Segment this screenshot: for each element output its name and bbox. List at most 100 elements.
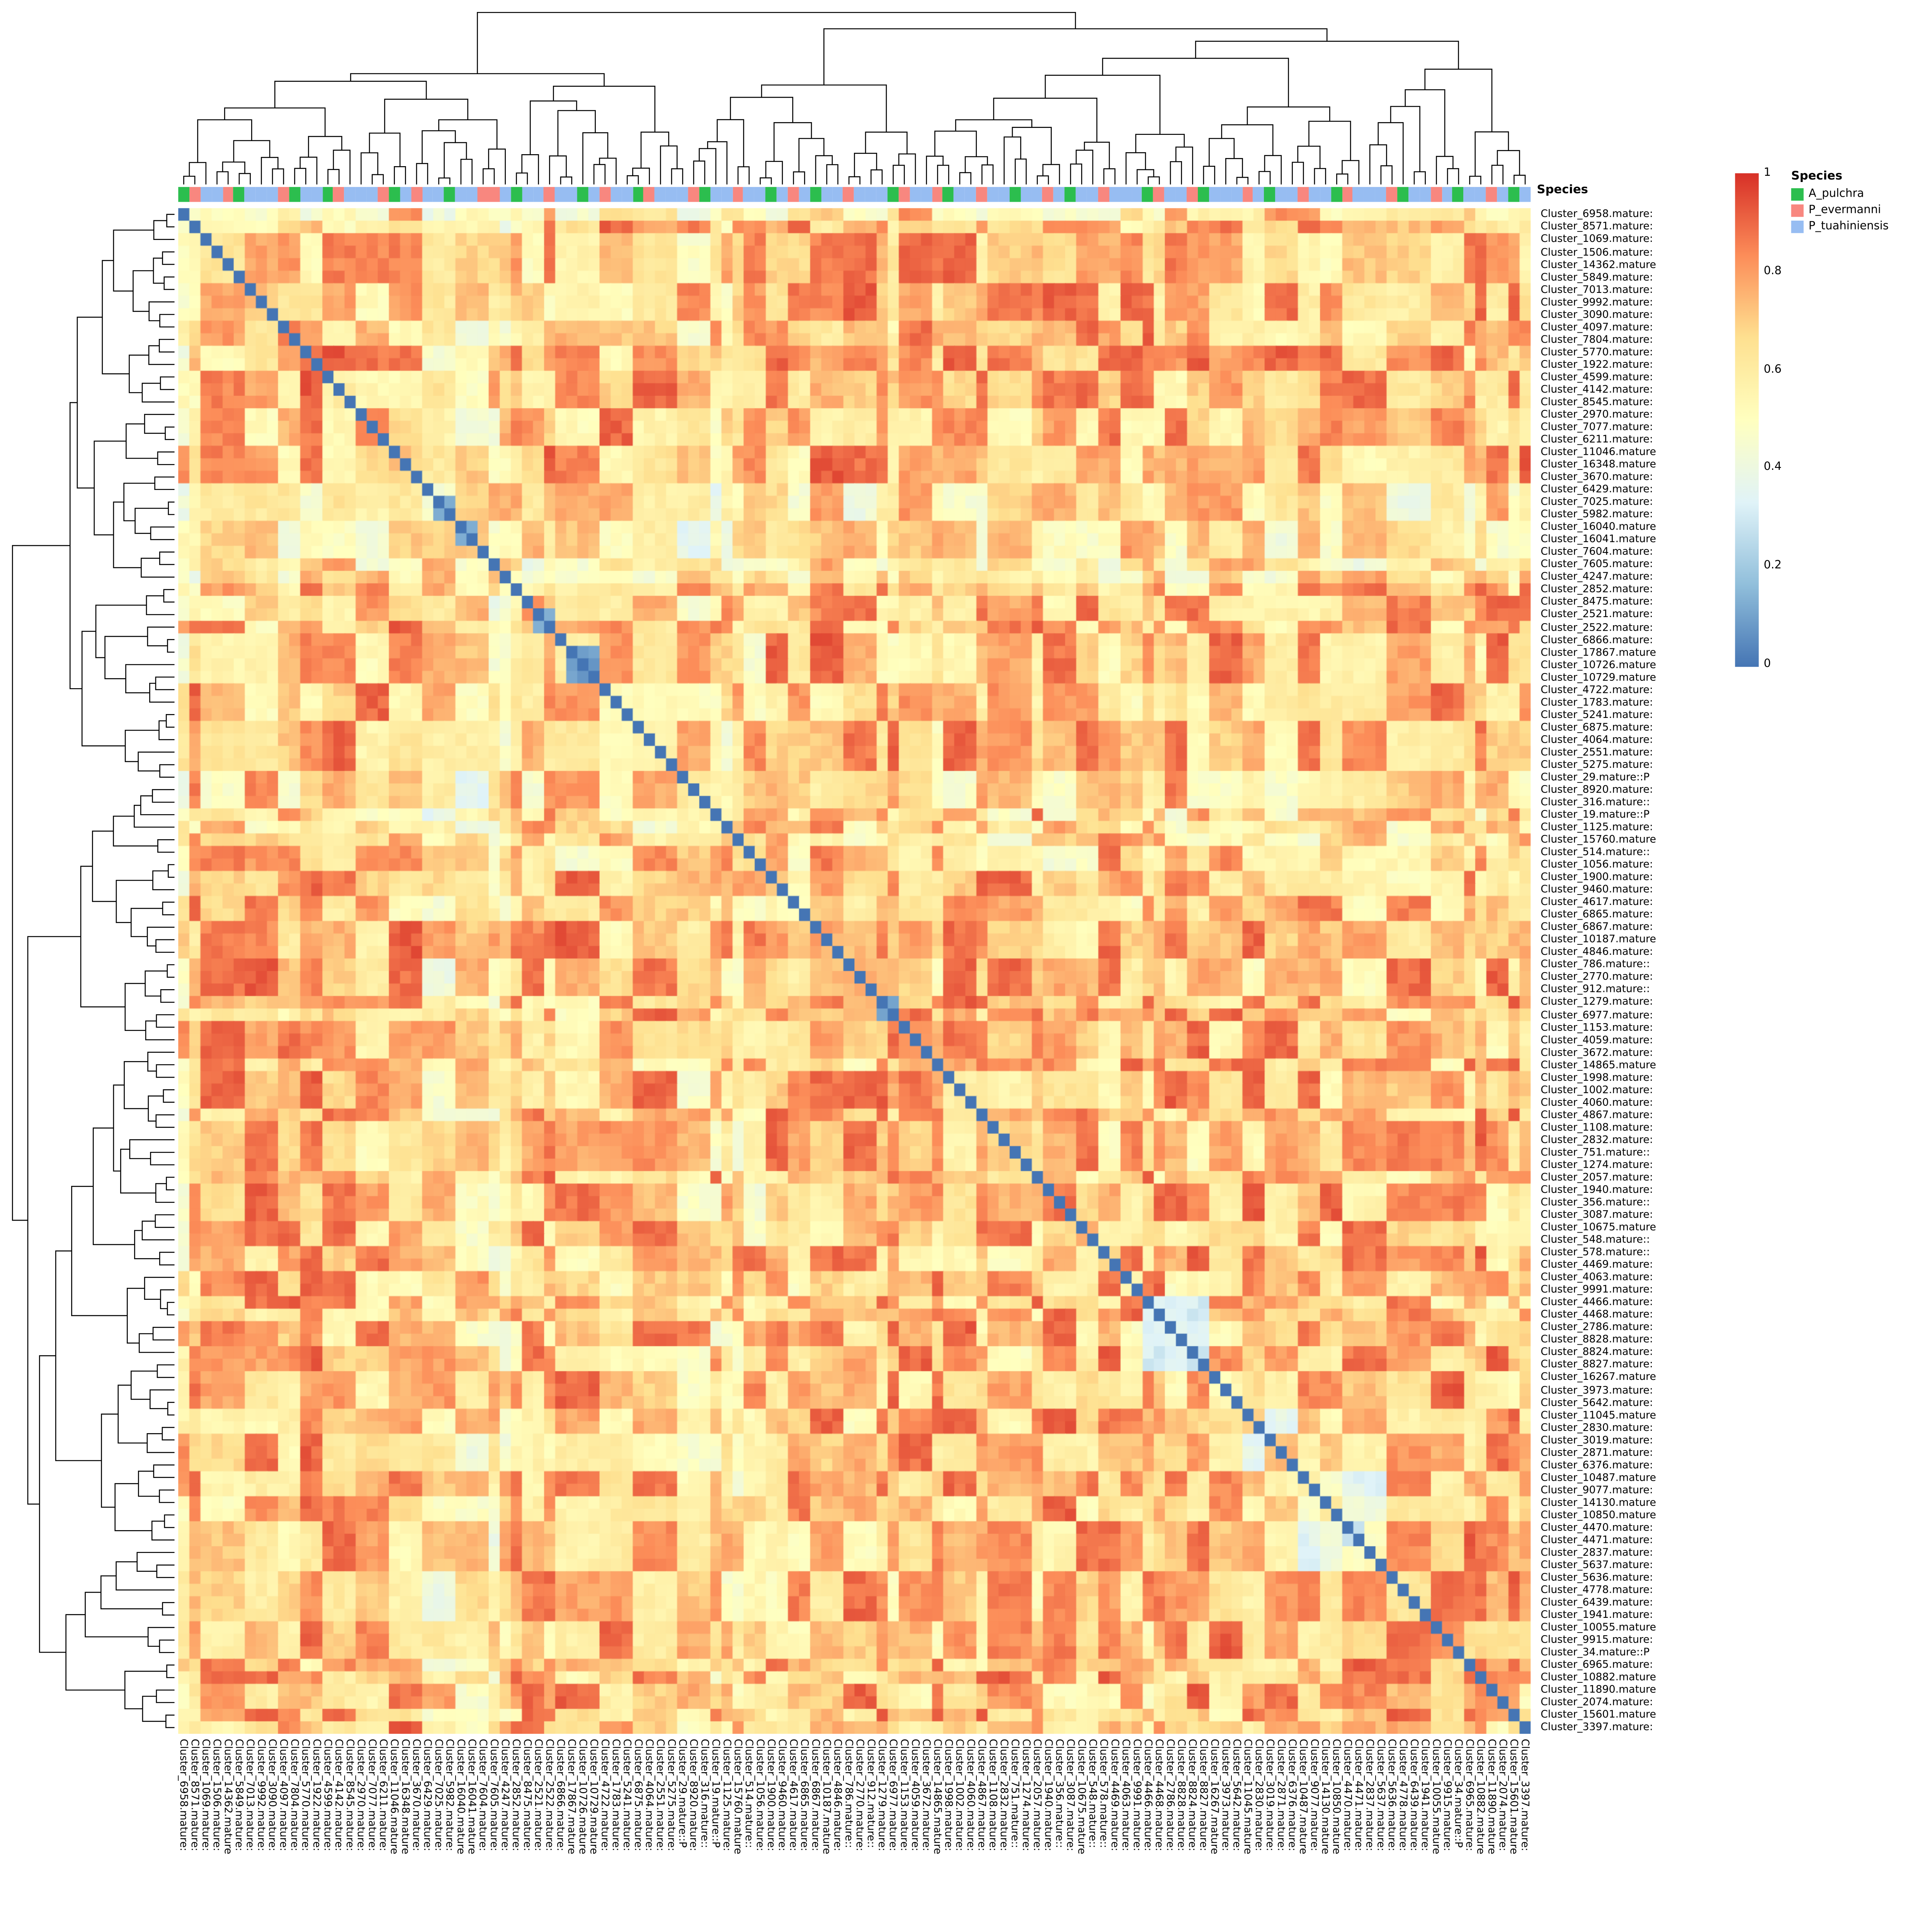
species-annotation-cell [1386, 187, 1398, 202]
row-label: Cluster_7605.mature: [1541, 557, 1653, 570]
species-annotation-cell [1164, 187, 1176, 202]
row-label: Cluster_7025.mature: [1541, 495, 1653, 508]
col-label: Cluster_1940.mature: [1043, 1738, 1055, 1851]
col-label: Cluster_15760.mature [732, 1738, 745, 1854]
species-annotation-cell [799, 187, 810, 202]
col-label: Cluster_1108.mature: [987, 1738, 1000, 1851]
col-label: Cluster_4063.mature: [1120, 1738, 1133, 1851]
row-label: Cluster_1056.mature: [1541, 857, 1653, 870]
row-label: Cluster_6211.mature: [1541, 432, 1653, 445]
row-label: Cluster_4469.mature: [1541, 1258, 1653, 1270]
species-legend-label: A_pulchra [1808, 188, 1864, 201]
species-annotation-cell [1264, 187, 1276, 202]
row-label: Cluster_3087.mature: [1541, 1208, 1653, 1221]
species-annotation-cell [322, 187, 333, 202]
row-label: Cluster_1279.mature: [1541, 995, 1653, 1008]
row-label: Cluster_2786.mature: [1541, 1320, 1653, 1333]
row-label: Cluster_4060.mature: [1541, 1095, 1653, 1108]
col-label: Cluster_1900.mature: [765, 1738, 778, 1851]
row-label: Cluster_4059.mature: [1541, 1032, 1653, 1046]
species-annotation-cell [976, 187, 987, 202]
species-annotation-cell [1197, 187, 1209, 202]
col-label: Cluster_7804.mature: [289, 1738, 301, 1851]
species-annotation-cell [344, 187, 356, 202]
row-label: Cluster_3670.mature: [1541, 470, 1653, 483]
row-label: Cluster_10055.mature [1541, 1620, 1656, 1633]
row-label: Cluster_10882.mature [1541, 1670, 1656, 1683]
col-label: Cluster_4469.mature: [1109, 1738, 1122, 1851]
col-label: Cluster_10187.mature [821, 1738, 833, 1854]
col-label: Cluster_29.mature::P [677, 1738, 689, 1848]
species-annotation-cell [400, 187, 411, 202]
species-annotation-cell [1187, 187, 1198, 202]
row-label: Cluster_10850.mature [1541, 1508, 1656, 1520]
row-label: Cluster_6977.mature: [1541, 1008, 1653, 1020]
col-label: Cluster_786.mature:: [843, 1738, 856, 1848]
species-legend-label: P_evermanni [1808, 204, 1881, 217]
col-label: Cluster_2551.mature: [655, 1738, 667, 1851]
species-legend-label: P_tuahiniensis [1808, 220, 1889, 233]
col-label: Cluster_10726.mature [577, 1738, 590, 1854]
row-label: Cluster_8545.mature: [1541, 395, 1653, 408]
col-label: Cluster_578.mature:: [1098, 1738, 1111, 1848]
row-label: Cluster_3973.mature: [1541, 1383, 1653, 1396]
species-annotation-cell [1087, 187, 1098, 202]
species-annotation-cell [1031, 187, 1043, 202]
species-annotation-cell [333, 187, 345, 202]
species-annotation-cell [178, 187, 189, 202]
row-label: Cluster_1900.mature: [1541, 870, 1653, 883]
species-annotation-cell [1098, 187, 1109, 202]
species-annotation-cell [1308, 187, 1320, 202]
scale-tick: 1 [1764, 167, 1771, 180]
col-label: Cluster_6958.mature: [178, 1738, 190, 1851]
row-label: Cluster_9460.mature: [1541, 883, 1653, 895]
species-annotation-cell [621, 187, 633, 202]
col-label: Cluster_316.mature:: [699, 1738, 712, 1848]
species-annotation-cell [865, 187, 877, 202]
row-label: Cluster_10726.mature [1541, 657, 1656, 670]
row-label: Cluster_751.mature:: [1541, 1145, 1650, 1158]
col-label: Cluster_11046.mature [388, 1738, 401, 1854]
col-label: Cluster_4778.mature: [1397, 1738, 1410, 1851]
species-annotation-cell [1330, 187, 1342, 202]
col-label: Cluster_7025.mature: [433, 1738, 446, 1851]
col-labels: Cluster_6958.mature: Cluster_8571.mature:… [178, 1738, 1532, 1928]
species-annotation-cell [1076, 187, 1087, 202]
col-label: Cluster_9915.mature: [1442, 1738, 1454, 1851]
row-label: Cluster_15760.mature [1541, 832, 1656, 845]
row-label: Cluster_1940.mature: [1541, 1183, 1653, 1196]
col-label: Cluster_1002.mature: [954, 1738, 967, 1851]
col-label: Cluster_10675.mature [1076, 1738, 1088, 1854]
row-labels: Cluster_6958.mature: Cluster_8571.mature:… [1541, 208, 1927, 1734]
col-label: Cluster_5637.mature: [1375, 1738, 1388, 1851]
col-label: Cluster_2970.mature: [355, 1738, 368, 1851]
col-label: Cluster_2057.mature: [1031, 1738, 1044, 1851]
col-label: Cluster_4060.mature: [965, 1738, 978, 1851]
row-label: Cluster_4722.mature: [1541, 682, 1653, 695]
species-annotation-cell [987, 187, 998, 202]
row-label: Cluster_6865.mature: [1541, 908, 1653, 920]
species-annotation-cell [821, 187, 832, 202]
col-label: Cluster_8827.mature: [1197, 1738, 1211, 1851]
row-label: Cluster_19.mature::P [1541, 808, 1650, 820]
row-label: Cluster_5636.mature: [1541, 1570, 1653, 1583]
col-label: Cluster_9991.mature: [1131, 1738, 1144, 1851]
species-annotation-cell [300, 187, 311, 202]
species-annotation-cell [1430, 187, 1442, 202]
col-label: Cluster_4617.mature: [787, 1738, 800, 1851]
row-label: Cluster_6376.mature: [1541, 1458, 1653, 1471]
color-scale-bar [1735, 173, 1759, 667]
col-label: Cluster_7604.mature: [477, 1738, 490, 1851]
col-label: Cluster_4059.mature: [910, 1738, 922, 1851]
species-annotation-cell [355, 187, 367, 202]
col-label: Cluster_1506.mature: [211, 1738, 224, 1851]
row-label: Cluster_2837.mature: [1541, 1545, 1653, 1558]
col-label: Cluster_4599.mature: [322, 1738, 335, 1851]
species-annotation-cell [920, 187, 932, 202]
col-label: Cluster_1056.mature: [754, 1738, 767, 1851]
species-annotation-cell [1441, 187, 1453, 202]
col-label: Cluster_34.mature::P [1452, 1738, 1466, 1848]
row-label: Cluster_5849.mature: [1541, 270, 1653, 282]
col-label: Cluster_4867.mature: [976, 1738, 989, 1851]
